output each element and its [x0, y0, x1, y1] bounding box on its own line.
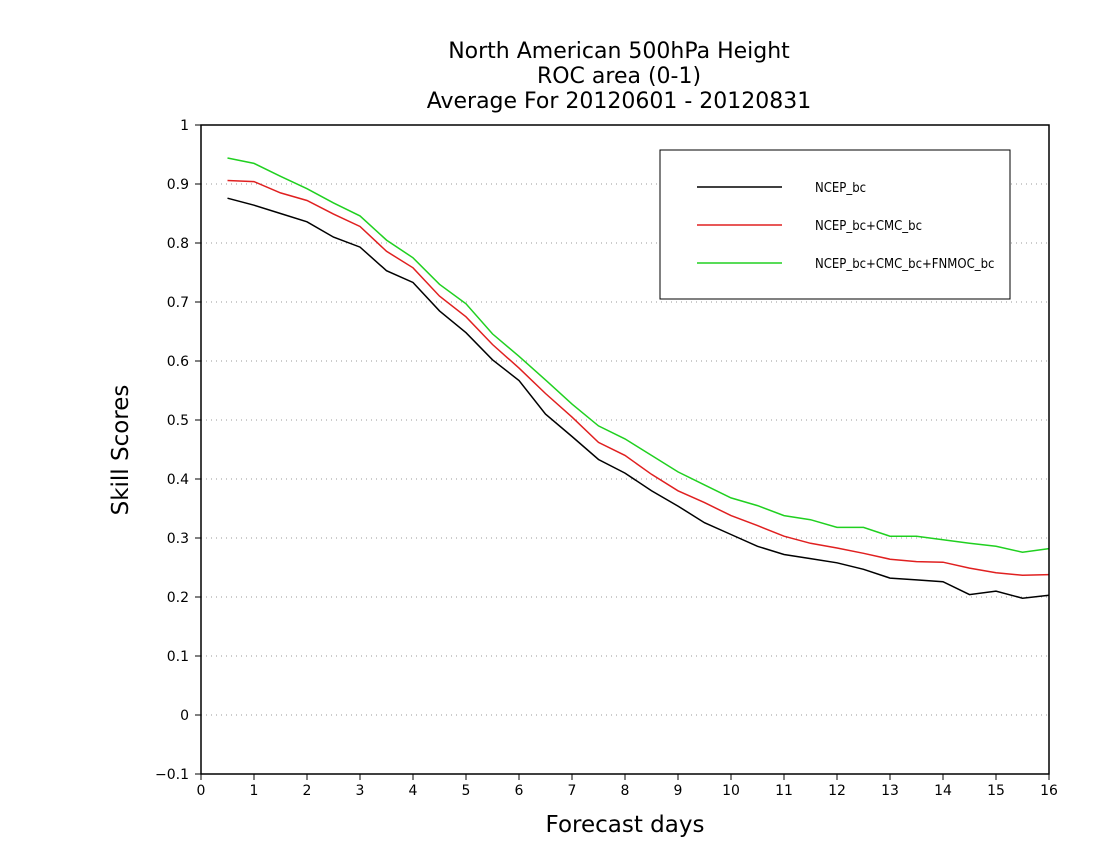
y-tick-label: 0 — [180, 708, 189, 724]
x-tick-label: 13 — [881, 783, 899, 799]
x-axis: 0 1 2 3 4 5 6 7 8 9 10 11 12 13 14 15 16 — [197, 774, 1058, 799]
legend: NCEP_bc NCEP_bc+CMC_bc NCEP_bc+CMC_bc+FNMO… — [659, 149, 1011, 300]
x-tick-label: 7 — [568, 783, 577, 799]
y-tick-label: 0.5 — [167, 413, 189, 429]
y-tick-label: 0.2 — [167, 590, 189, 606]
y-tick-label: −0.1 — [155, 767, 189, 783]
x-tick-label: 12 — [828, 783, 846, 799]
y-tick-label: 0.4 — [167, 472, 189, 488]
x-tick-label: 14 — [934, 783, 952, 799]
x-tick-label: 1 — [250, 783, 259, 799]
y-axis-label: Skill Scores — [108, 385, 134, 516]
x-tick-label: 11 — [775, 783, 793, 799]
chart-title: North American 500hPa Height ROC area (0… — [427, 39, 812, 114]
series-line-1 — [227, 197, 1050, 599]
y-tick-label: 0.8 — [167, 236, 189, 252]
x-tick-label: 3 — [356, 783, 365, 799]
x-tick-label: 6 — [515, 783, 524, 799]
chart-title-line-3: Average For 20120601 - 20120831 — [427, 89, 812, 114]
x-tick-label: 16 — [1040, 783, 1058, 799]
x-axis-label: Forecast days — [546, 812, 705, 838]
chart-title-line-1: North American 500hPa Height — [448, 39, 790, 64]
x-tick-label: 4 — [409, 783, 418, 799]
y-tick-label: 0.3 — [167, 531, 189, 547]
x-tick-label: 15 — [987, 783, 1005, 799]
y-tick-label: 0.9 — [167, 177, 189, 193]
y-tick-label: 0.6 — [167, 354, 189, 370]
x-tick-label: 8 — [621, 783, 630, 799]
legend-label-2: NCEP_bc+CMC_bc — [815, 219, 922, 234]
x-tick-label: 0 — [197, 783, 206, 799]
x-tick-label: 10 — [722, 783, 740, 799]
legend-label-1: NCEP_bc — [815, 181, 866, 196]
y-axis: −0.1 0 0.1 0.2 0.3 0.4 0.5 0.6 0.7 0.8 0.9 1 — [155, 118, 201, 783]
y-tick-label: 1 — [180, 118, 189, 134]
y-tick-label: 0.7 — [167, 295, 189, 311]
x-tick-label: 5 — [462, 783, 471, 799]
legend-label-3: NCEP_bc+CMC_bc+FNMOC_bc — [815, 257, 994, 272]
chart-title-line-2: ROC area (0-1) — [537, 64, 701, 89]
series-lines — [227, 157, 1050, 599]
series-line-3 — [227, 157, 1050, 553]
x-tick-label: 9 — [674, 783, 683, 799]
x-tick-label: 2 — [303, 783, 312, 799]
series-line-2 — [227, 179, 1050, 576]
y-tick-label: 0.1 — [167, 649, 189, 665]
